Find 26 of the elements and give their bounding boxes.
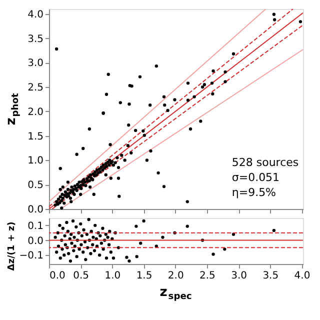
y-axis-title: zphot [4, 92, 21, 126]
y-tick-label: 1.5 [28, 131, 44, 142]
x-tick-label: 1.0 [104, 270, 121, 282]
y-tick-label: 0.0 [28, 204, 44, 216]
x-tick-label: 3.0 [231, 270, 248, 282]
x-tick-label: 4.0 [294, 270, 310, 282]
annotation: η=9.5% [232, 186, 276, 199]
x-tick-label: 1.5 [136, 270, 152, 282]
x-tick-label: 0.5 [73, 270, 90, 282]
y-tick-label: 0.5 [28, 180, 44, 192]
y-tick-label: −0.1 [19, 250, 44, 262]
annotation: 528 sources [232, 156, 299, 169]
y-tick-label: 2.0 [28, 106, 44, 118]
y-axis-title: Δz/(1 + z) [7, 222, 17, 271]
y-tick-label: 0.0 [28, 236, 44, 247]
x-tick-label: 2.0 [168, 270, 184, 282]
y-tick-label: 1.0 [28, 156, 44, 167]
y-tick-label: 2.5 [28, 82, 44, 94]
x-tick-label: 3.5 [262, 270, 279, 282]
annotation: σ=0.051 [232, 171, 280, 184]
x-tick-label: 2.5 [200, 270, 216, 282]
x-tick-label: 0.0 [50, 270, 66, 282]
y-tick-label: 0.1 [28, 220, 44, 232]
y-tick-label: 4.0 [28, 9, 44, 20]
y-tick-label: 3.5 [28, 34, 44, 45]
y-tick-label: 3.0 [28, 58, 44, 70]
